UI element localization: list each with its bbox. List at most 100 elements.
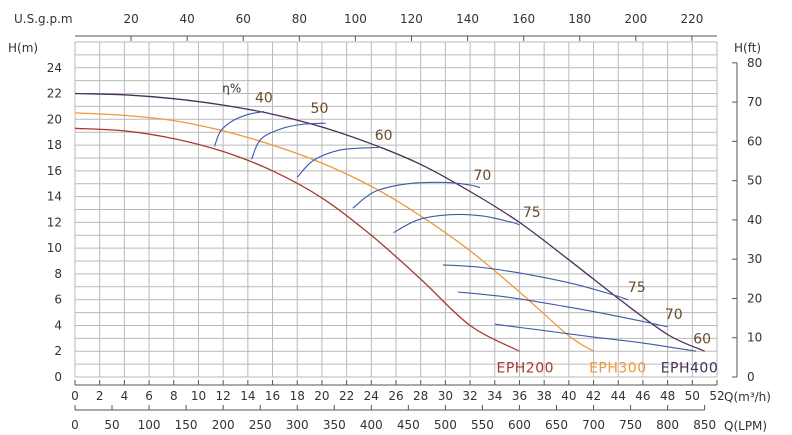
x-axis-label-m3h: Q(m³/h) — [724, 390, 771, 404]
x-tick-label-m3h: 52 — [709, 389, 724, 403]
y-tick-label-ft: 20 — [747, 291, 762, 305]
y-tick-label-m: 6 — [54, 293, 62, 307]
efficiency-label-70: 70 — [474, 168, 492, 184]
curves — [74, 92, 705, 352]
x-tick-label-lpm: 600 — [508, 418, 531, 432]
x-tick-label-m3h: 40 — [561, 389, 576, 403]
y-tick-label-m: 0 — [54, 370, 62, 384]
x-tick-label-m3h: 46 — [635, 389, 650, 403]
grid — [74, 41, 718, 378]
efficiency-label-75: 75 — [628, 280, 646, 296]
x-tick-label-m3h: 0 — [71, 389, 79, 403]
x-tick-label-m3h: 50 — [685, 389, 700, 403]
efficiency-label-60: 60 — [375, 128, 393, 144]
x-tick-label-lpm: 400 — [360, 418, 383, 432]
efficiency-curve-50 — [251, 122, 326, 160]
x-tick-label-lpm: 500 — [434, 418, 457, 432]
x-tick-label-gpm: 80 — [292, 12, 307, 26]
x-tick-label-m3h: 2 — [96, 389, 104, 403]
x-tick-label-gpm: 60 — [236, 12, 251, 26]
efficiency-label-60: 60 — [693, 332, 711, 348]
x-tick-label-lpm: 0 — [71, 418, 79, 432]
efficiency-curve-60 — [494, 323, 697, 352]
x-tick-label-gpm: 20 — [123, 12, 138, 26]
y-tick-label-m: 22 — [47, 87, 62, 101]
x-tick-label-lpm: 750 — [619, 418, 642, 432]
x-tick-label-m3h: 44 — [611, 389, 626, 403]
y-tick-label-ft: 80 — [747, 56, 762, 70]
x-tick-label-m3h: 10 — [191, 389, 206, 403]
x-tick-label-lpm: 100 — [138, 418, 161, 432]
series-label-eph200: EPH200 — [496, 360, 554, 376]
x-tick-label-m3h: 32 — [462, 389, 477, 403]
x-axis-label-gpm: U.S.g.p.m — [14, 12, 73, 26]
efficiency-prefix-label: η% — [222, 81, 241, 95]
x-tick-label-gpm: 180 — [568, 12, 591, 26]
x-tick-label-lpm: 150 — [175, 418, 198, 432]
y-tick-label-m: 4 — [54, 318, 62, 332]
y-tick-label-m: 24 — [47, 61, 62, 75]
x-tick-label-m3h: 22 — [339, 389, 354, 403]
efficiency-curve-70 — [352, 181, 481, 209]
efficiency-label-40: 40 — [255, 91, 273, 107]
efficiency-curve-75 — [393, 213, 520, 234]
efficiency-label-75: 75 — [523, 205, 541, 221]
x-tick-label-m3h: 16 — [265, 389, 280, 403]
x-tick-label-m3h: 4 — [121, 389, 129, 403]
x-tick-label-m3h: 38 — [537, 389, 552, 403]
y-axis-label-ft: H(ft) — [734, 41, 761, 55]
efficiency-curve-70 — [457, 291, 668, 328]
x-tick-label-m3h: 18 — [290, 389, 305, 403]
efficiency-label-70: 70 — [665, 307, 683, 323]
x-tick-label-lpm: 650 — [545, 418, 568, 432]
y-tick-label-m: 2 — [54, 344, 62, 358]
x-tick-label-m3h: 36 — [512, 389, 527, 403]
x-tick-label-lpm: 50 — [104, 418, 119, 432]
x-tick-label-lpm: 550 — [471, 418, 494, 432]
x-tick-label-gpm: 140 — [456, 12, 479, 26]
x-axis-label-lpm: Q(LPM) — [724, 419, 767, 433]
y-tick-label-m: 12 — [47, 215, 62, 229]
efficiency-label-50: 50 — [311, 101, 329, 117]
x-tick-label-m3h: 12 — [216, 389, 231, 403]
series-label-eph400: EPH400 — [661, 360, 719, 376]
y-tick-label-m: 18 — [47, 138, 62, 152]
x-tick-label-m3h: 26 — [388, 389, 403, 403]
x-tick-label-m3h: 20 — [314, 389, 329, 403]
x-tick-label-lpm: 850 — [693, 418, 716, 432]
y-tick-label-m: 14 — [47, 190, 62, 204]
efficiency-curve-40 — [213, 111, 264, 147]
x-tick-label-m3h: 14 — [240, 389, 255, 403]
y-tick-label-ft: 40 — [747, 213, 762, 227]
x-tick-label-m3h: 6 — [145, 389, 153, 403]
y-tick-label-ft: 60 — [747, 134, 762, 148]
x-tick-label-m3h: 8 — [170, 389, 178, 403]
labels: 0 2 4 6 8 10 12 14 16 18 20 22 24 26 28 30 32 34 36 38 40 42 4… — [47, 12, 763, 432]
x-tick-label-lpm: 300 — [286, 418, 309, 432]
y-tick-label-ft: 30 — [747, 252, 762, 266]
x-tick-label-gpm: 160 — [512, 12, 535, 26]
series-label-eph300: EPH300 — [589, 360, 647, 376]
x-tick-label-lpm: 700 — [582, 418, 605, 432]
x-tick-label-m3h: 24 — [364, 389, 379, 403]
x-tick-label-lpm: 350 — [323, 418, 346, 432]
x-tick-label-m3h: 48 — [660, 389, 675, 403]
x-tick-label-gpm: 200 — [624, 12, 647, 26]
curve-eph300 — [74, 112, 594, 352]
y-tick-label-ft: 70 — [747, 95, 762, 109]
x-tick-label-m3h: 42 — [586, 389, 601, 403]
x-tick-label-gpm: 100 — [344, 12, 367, 26]
y-tick-label-m: 20 — [47, 112, 62, 126]
y-tick-label-m: 8 — [54, 267, 62, 281]
curve-eph200 — [74, 127, 520, 352]
x-tick-label-lpm: 800 — [656, 418, 679, 432]
y-tick-label-m: 10 — [47, 241, 62, 255]
y-tick-label-ft: 10 — [747, 331, 762, 345]
y-tick-label-ft: 50 — [747, 174, 762, 188]
efficiency-curve-60 — [296, 146, 379, 178]
axes — [74, 35, 738, 411]
x-tick-label-gpm: 120 — [400, 12, 423, 26]
y-tick-label-ft: 0 — [747, 370, 755, 384]
x-tick-label-m3h: 30 — [438, 389, 453, 403]
